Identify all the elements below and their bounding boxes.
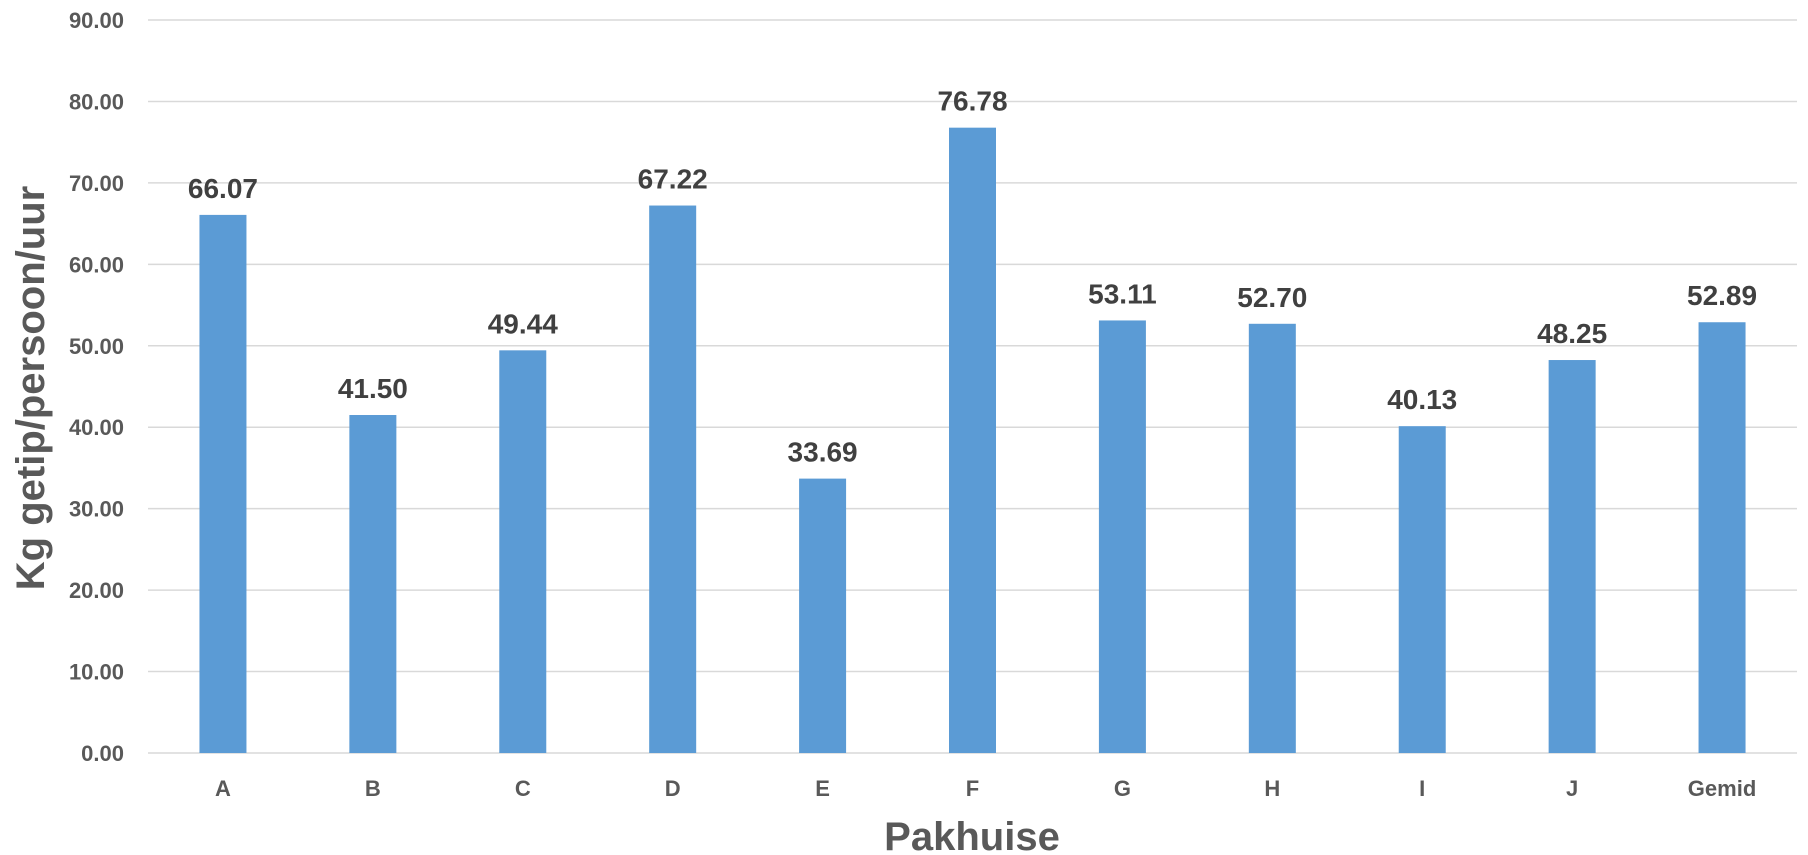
y-tick-label: 0.00 <box>81 741 124 766</box>
data-label-h: 52.70 <box>1237 282 1307 313</box>
x-tick-label: G <box>1114 776 1131 801</box>
data-label-j: 48.25 <box>1537 318 1607 349</box>
bar-a <box>199 214 247 754</box>
bar-gemid <box>1698 322 1746 753</box>
y-tick-label: 30.00 <box>69 497 124 522</box>
x-tick-label: D <box>665 776 681 801</box>
y-axis-title: Kg getip/persoon/uur <box>9 186 53 590</box>
data-label-d: 67.22 <box>638 164 708 195</box>
x-axis-title: Pakhuise <box>884 815 1060 855</box>
x-tick-label: I <box>1419 776 1425 801</box>
data-label-g: 53.11 <box>1088 278 1157 309</box>
bar-i <box>1398 426 1446 753</box>
x-tick-label: A <box>215 776 231 801</box>
data-label-i: 40.13 <box>1387 384 1457 415</box>
x-tick-label: H <box>1264 776 1280 801</box>
x-tick-label: Gemid <box>1688 776 1756 801</box>
data-label-e: 33.69 <box>788 437 858 468</box>
bars <box>199 127 1746 754</box>
data-label-a: 66.07 <box>188 173 258 204</box>
x-axis-ticks: A B C D E F G H I J Gemid <box>215 776 1756 801</box>
y-tick-label: 80.00 <box>69 89 124 114</box>
data-label-f: 76.78 <box>937 86 1007 117</box>
y-tick-label: 90.00 <box>69 8 124 33</box>
x-tick-label: C <box>515 776 531 801</box>
data-label-b: 41.50 <box>338 373 408 404</box>
bar-d <box>649 205 697 753</box>
bar-b <box>349 415 397 753</box>
x-tick-label: E <box>815 776 830 801</box>
x-tick-label: B <box>365 776 381 801</box>
y-tick-label: 40.00 <box>69 415 124 440</box>
data-label-gemid: 52.89 <box>1687 280 1757 311</box>
bar-f <box>949 127 996 753</box>
bar-h <box>1248 323 1296 753</box>
y-axis-ticks: 0.00 10.00 20.00 30.00 40.00 50.00 60.00 70.00 8… <box>69 8 124 766</box>
x-tick-label: J <box>1566 776 1578 801</box>
y-tick-label: 70.00 <box>69 171 124 196</box>
y-tick-label: 60.00 <box>69 252 124 277</box>
y-tick-label: 50.00 <box>69 334 124 359</box>
y-tick-label: 10.00 <box>69 660 124 685</box>
data-label-c: 49.44 <box>488 308 558 339</box>
y-tick-label: 20.00 <box>69 578 124 603</box>
bar-g <box>1098 320 1146 753</box>
x-tick-label: F <box>966 776 979 801</box>
bar-j <box>1548 360 1596 753</box>
bar-c <box>499 350 547 753</box>
bar-e <box>799 478 847 753</box>
data-labels: 66.07 41.50 49.44 67.22 33.69 76.78 53.11 52.70… <box>188 86 1757 468</box>
